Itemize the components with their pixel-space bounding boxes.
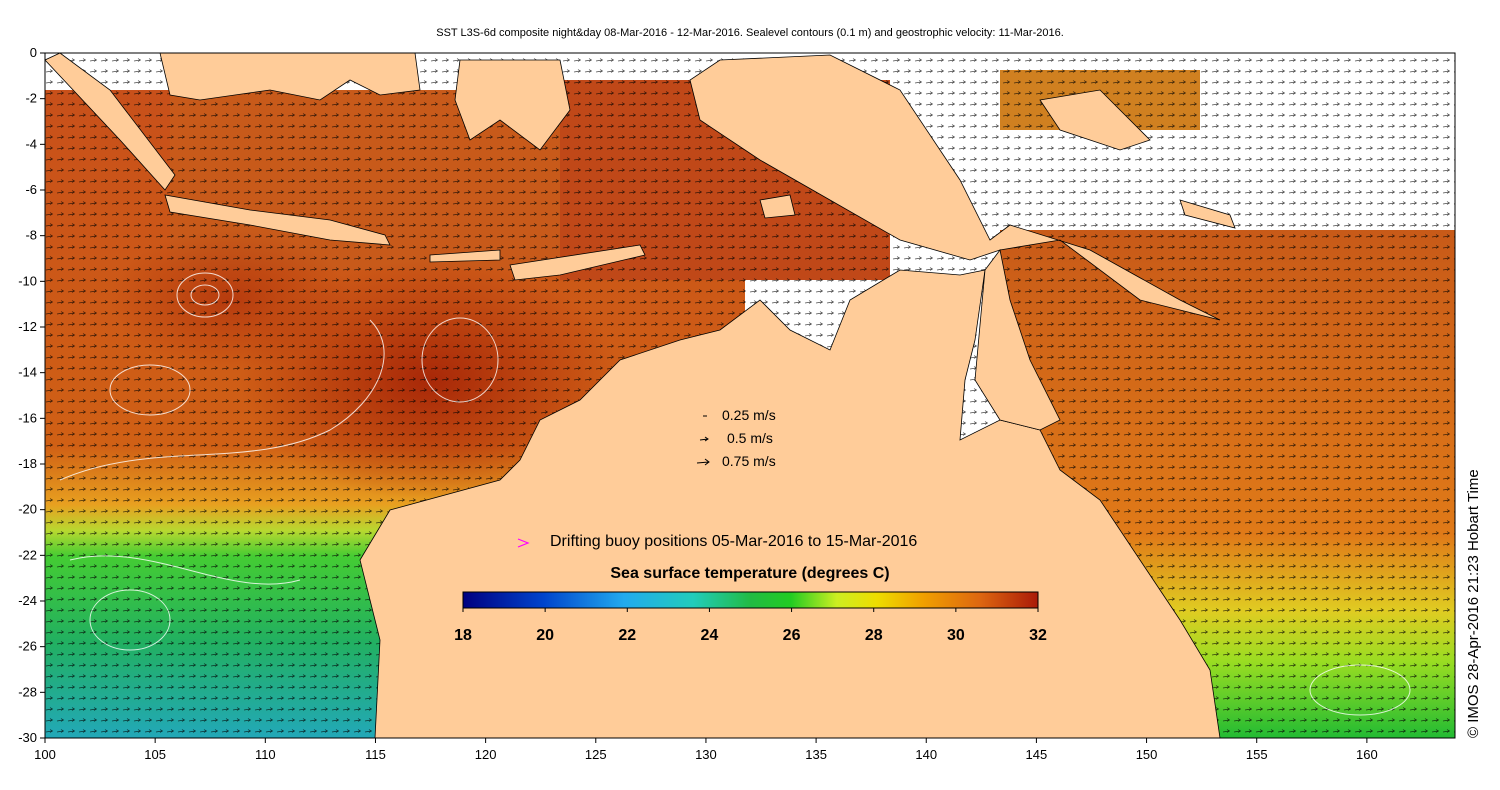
colorbar-tick-label: 28 [865,627,883,644]
map-plot-area [45,53,1455,738]
sumatra-land [45,53,176,191]
new-guinea-land [689,54,1221,321]
map-title: SST L3S-6d composite night&day 08-Mar-20… [436,27,1064,39]
borneo-land [159,53,421,101]
buoy-marker-icon [517,538,530,548]
x-tick-label: 100 [34,747,56,762]
velocity-label-075: 0.75 m/s [722,453,776,469]
plot-frame [44,52,1456,739]
buoy-legend: Drifting buoy positions 05-Mar-2016 to 1… [517,533,917,550]
colorbar: Sea surface temperature (degrees C) 18 20… [454,565,1047,644]
x-tick-label: 130 [695,747,717,762]
x-tick-label: 145 [1026,747,1048,762]
y-axis: 0 -2 -4 -6 -8 -10 -12 -14 -16 -18 -20 -22 -24 -26 -28 -… [18,45,45,745]
x-tick-label: 140 [915,747,937,762]
y-tick-label: -30 [18,730,37,745]
y-tick-label: -22 [18,547,37,562]
colorbar-gradient [462,591,1039,609]
x-tick-label: 105 [144,747,166,762]
cape-york-land [974,249,1061,431]
x-tick-label: 110 [255,747,276,762]
y-tick-label: -28 [18,684,37,699]
colorbar-tick-label: 26 [783,627,801,644]
velocity-legend-item: 0.75 m/s [696,453,776,469]
colorbar-tick-label: 20 [536,627,554,644]
y-tick-label: -8 [25,228,37,243]
australia-land [359,269,1221,738]
velocity-legend-item: 0.5 m/s [699,430,773,446]
velocity-label-050: 0.5 m/s [727,430,773,446]
velocity-legend-item: 0.25 m/s [703,407,776,423]
y-tick-label: -2 [25,91,37,106]
colorbar-tick-label: 24 [701,627,719,644]
y-tick-label: -4 [25,136,37,151]
y-tick-label: -16 [18,410,37,425]
colorbar-tick-label: 22 [618,627,636,644]
x-tick-label: 120 [475,747,497,762]
y-tick-label: -24 [18,593,37,608]
credit-text: © IMOS 28-Apr-2016 21:23 Hobart Time [1465,469,1482,738]
flores-land [429,249,501,263]
y-tick-label: 0 [30,45,37,60]
x-tick-label: 155 [1246,747,1268,762]
y-tick-label: -14 [18,365,37,380]
y-tick-label: -6 [25,182,37,197]
x-tick-label: 125 [585,747,607,762]
y-tick-label: -12 [18,319,37,334]
sealevel-contours [59,272,1411,716]
solomon-land [1179,199,1236,229]
x-tick-label: 150 [1136,747,1158,762]
sulawesi-land [454,59,571,151]
x-tick-label: 135 [805,747,827,762]
x-tick-label: 160 [1356,747,1378,762]
timor-land [509,244,646,281]
y-tick-label: -10 [18,273,37,288]
land-masses [45,53,1236,738]
bougainville-land [1039,89,1151,151]
y-tick-label: -26 [18,639,37,654]
velocity-label-025: 0.25 m/s [722,407,776,423]
y-tick-label: -18 [18,456,37,471]
colorbar-tick-label: 18 [454,627,472,644]
colorbar-title: Sea surface temperature (degrees C) [610,565,889,582]
y-tick-label: -20 [18,502,37,517]
velocity-legend: 0.25 m/s 0.5 m/s 0.75 m/s [696,407,776,469]
colorbar-tick-label: 30 [947,627,965,644]
java-land [164,194,391,246]
aru-land [759,194,796,219]
colorbar-ticks: 18 20 22 24 26 28 30 32 [454,608,1047,644]
colorbar-tick-label: 32 [1029,627,1047,644]
x-axis: 100 105 110 115 120 125 130 135 140 145 150 155 160 [34,738,1378,762]
buoy-legend-label: Drifting buoy positions 05-Mar-2016 to 1… [550,533,917,550]
x-tick-label: 115 [365,747,386,762]
